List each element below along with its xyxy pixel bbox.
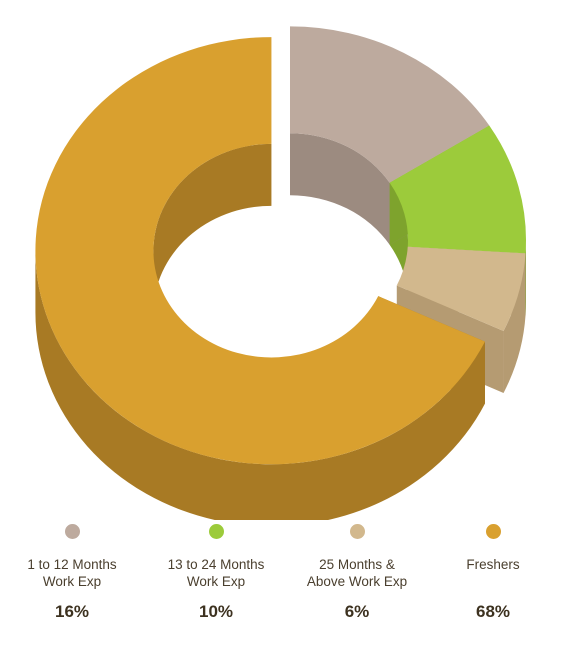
legend-value: 6% xyxy=(344,602,370,621)
legend-item-13-to-24-months: 13 to 24 Months Work Exp 10% xyxy=(141,518,291,622)
donut-chart xyxy=(35,26,527,520)
donut-slices xyxy=(35,26,527,465)
legend-label: 25 Months & Above Work Exp xyxy=(306,557,408,589)
legend-swatch xyxy=(64,524,80,539)
slice-1-to-12-months-work-exp xyxy=(290,26,490,183)
legend-label: Freshers xyxy=(466,557,520,572)
legend-label: 13 to 24 Months Work Exp xyxy=(167,557,265,589)
legend-item-1-to-12-months: 1 to 12 Months Work Exp 16% xyxy=(0,518,147,622)
chart-legend: 1 to 12 Months Work Exp 16% 13 to 24 Mon… xyxy=(0,518,572,628)
slice-13-to-24-months-work-exp xyxy=(389,125,527,254)
inner-wall-1-to-12-months-work-exp xyxy=(290,133,390,245)
slice-freshers xyxy=(35,37,485,465)
legend-value: 16% xyxy=(54,602,90,621)
legend-swatch xyxy=(485,524,501,539)
legend-item-25-months-above: 25 Months & Above Work Exp 6% xyxy=(282,518,432,622)
legend-value: 10% xyxy=(198,602,234,621)
inner-wall-freshers xyxy=(153,143,272,313)
donut-outer-walls xyxy=(35,240,526,520)
outer-wall-25-months-above-work-exp xyxy=(503,253,526,393)
legend-item-freshers: Freshers 68% xyxy=(418,518,568,622)
legend-value: 68% xyxy=(475,602,511,621)
legend-swatch xyxy=(349,524,365,539)
outer-wall-freshers xyxy=(35,250,485,520)
legend-swatch xyxy=(208,524,224,539)
slice-25-months-above-work-exp xyxy=(396,246,526,331)
legend-label: 1 to 12 Months Work Exp xyxy=(27,557,117,589)
